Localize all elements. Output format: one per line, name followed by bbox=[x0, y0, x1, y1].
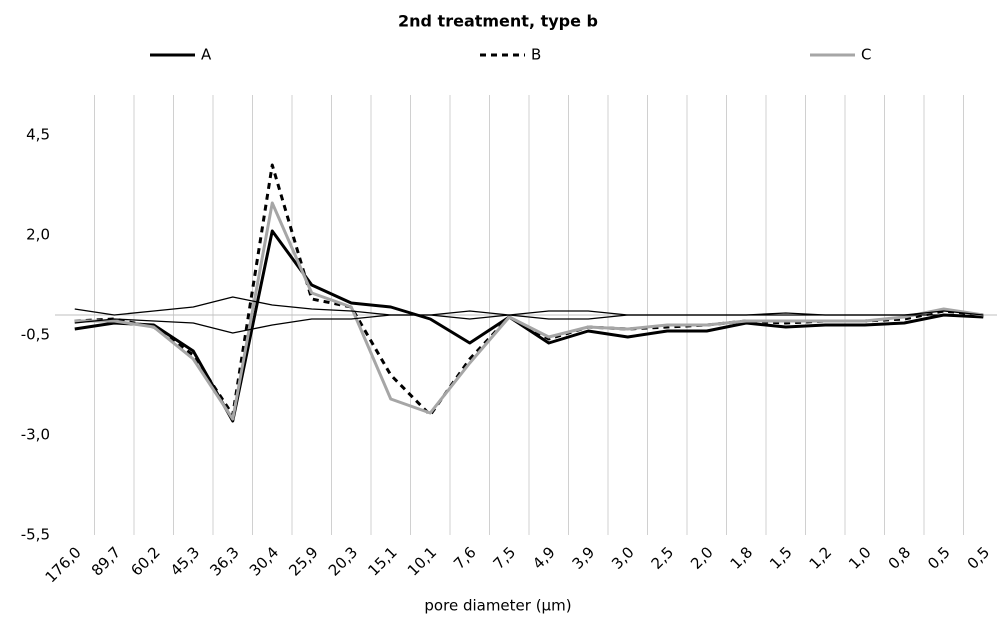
x-tick-label: 1,0 bbox=[845, 543, 875, 573]
y-tick-label: 2,0 bbox=[26, 226, 50, 244]
y-tick-label: -3,0 bbox=[21, 426, 50, 444]
y-tick-label: -0,5 bbox=[21, 326, 50, 344]
x-tick-label: 1,5 bbox=[766, 543, 796, 573]
y-tick-label: -5,5 bbox=[21, 526, 50, 544]
x-tick-label: 60,2 bbox=[127, 543, 163, 579]
x-tick-label: 3,0 bbox=[608, 543, 638, 573]
x-tick-label: 1,8 bbox=[727, 543, 757, 573]
legend-label: A bbox=[201, 46, 212, 64]
x-tick-label: 45,3 bbox=[167, 543, 203, 579]
x-tick-label: 2,0 bbox=[687, 543, 717, 573]
series-line bbox=[74, 314, 984, 334]
x-tick-label: 1,2 bbox=[806, 543, 836, 573]
x-tick-label: 4,9 bbox=[529, 543, 559, 573]
x-tick-label: 25,9 bbox=[285, 543, 321, 579]
x-tick-label: 7,6 bbox=[450, 543, 480, 573]
x-tick-label: 2,5 bbox=[648, 543, 678, 573]
series-line bbox=[74, 201, 984, 421]
x-axis-label: pore diameter (μm) bbox=[424, 597, 571, 615]
x-tick-label: 3,9 bbox=[569, 543, 599, 573]
x-tick-label: 20,3 bbox=[325, 543, 361, 579]
legend-label: C bbox=[861, 46, 871, 64]
x-tick-label: 7,5 bbox=[490, 543, 520, 573]
legend-label: B bbox=[531, 46, 541, 64]
x-tick-label: 89,7 bbox=[88, 543, 124, 579]
x-tick-label: 0,5 bbox=[964, 543, 994, 573]
x-tick-label: 176,0 bbox=[42, 543, 85, 586]
x-tick-label: 10,1 bbox=[404, 543, 440, 579]
x-tick-label: 30,4 bbox=[246, 543, 282, 579]
y-tick-label: 4,5 bbox=[26, 126, 50, 144]
chart-title: 2nd treatment, type b bbox=[398, 12, 598, 31]
x-tick-label: 0,5 bbox=[924, 543, 954, 573]
x-tick-label: 0,8 bbox=[885, 543, 915, 573]
x-tick-label: 36,3 bbox=[206, 543, 242, 579]
x-tick-label: 15,1 bbox=[364, 543, 400, 579]
